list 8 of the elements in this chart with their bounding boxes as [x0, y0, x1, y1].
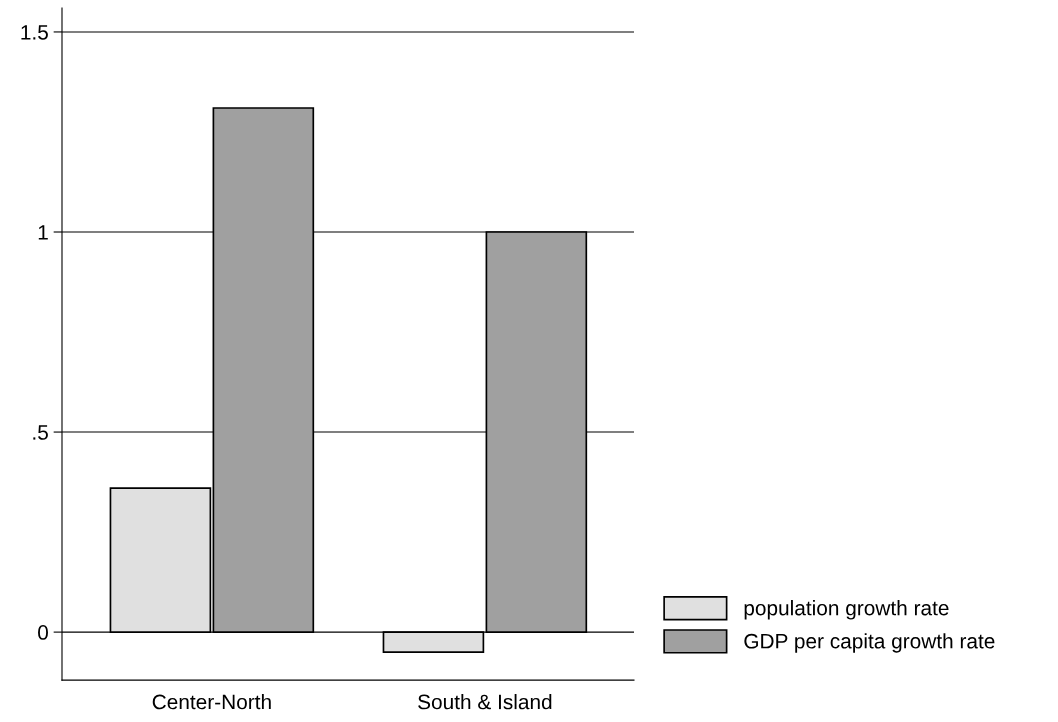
y-tick-label: 1	[38, 225, 48, 240]
legend-label: GDP per capita growth rate	[744, 633, 995, 653]
x-tick-label: Center-North	[152, 694, 271, 710]
legend-label: population growth rate	[744, 600, 949, 620]
x-tick-label: South & Island	[418, 694, 552, 710]
y-tick-label: 0	[38, 625, 48, 640]
y-tick-label: .5	[33, 425, 48, 440]
y-tick-label: 1.5	[21, 25, 48, 40]
